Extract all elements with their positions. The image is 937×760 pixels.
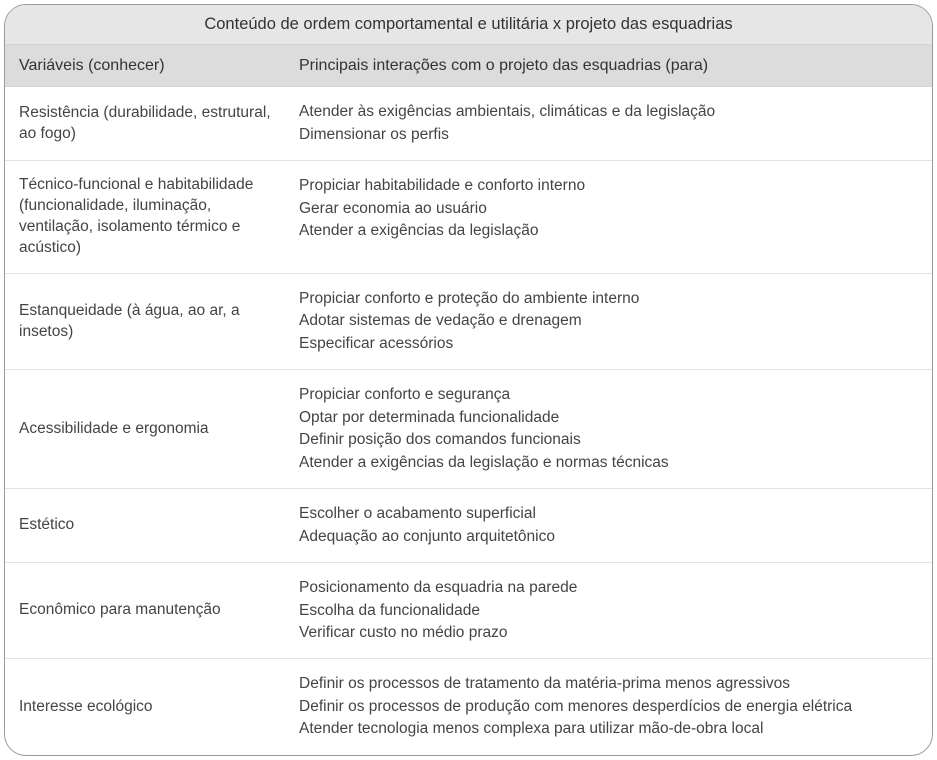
variable-cell: Econômico para manutenção [5, 563, 285, 658]
interaction-line: Adequação ao conjunto arquitetônico [299, 526, 918, 548]
interactions-cell: Atender às exigências ambientais, climát… [285, 87, 932, 160]
interaction-line: Verificar custo no médio prazo [299, 622, 918, 644]
interactions-cell: Propiciar conforto e proteção do ambient… [285, 274, 932, 369]
interactions-cell: Posicionamento da esquadria na paredeEsc… [285, 563, 932, 658]
interaction-line: Definir posição dos comandos funcionais [299, 429, 918, 451]
interaction-line: Optar por determinada funcionalidade [299, 407, 918, 429]
interaction-line: Atender tecnologia menos complexa para u… [299, 718, 918, 740]
interaction-line: Definir os processos de produção com men… [299, 696, 918, 718]
interaction-line: Posicionamento da esquadria na parede [299, 577, 918, 599]
table-row: EstéticoEscolher o acabamento superficia… [5, 489, 932, 563]
interaction-line: Propiciar habitabilidade e conforto inte… [299, 175, 918, 197]
content-table: Conteúdo de ordem comportamental e utili… [4, 4, 933, 756]
interaction-line: Propiciar conforto e proteção do ambient… [299, 288, 918, 310]
table-title: Conteúdo de ordem comportamental e utili… [5, 5, 932, 45]
column-header-variables: Variáveis (conhecer) [5, 45, 285, 86]
variable-cell: Técnico-funcional e habitabilidade (func… [5, 161, 285, 273]
interaction-line: Gerar economia ao usuário [299, 198, 918, 220]
interaction-line: Atender a exigências da legislação [299, 220, 918, 242]
table-row: Acessibilidade e ergonomiaPropiciar conf… [5, 370, 932, 489]
variable-cell: Estético [5, 489, 285, 562]
column-header-interactions: Principais interações com o projeto das … [285, 45, 932, 86]
variable-cell: Acessibilidade e ergonomia [5, 370, 285, 488]
interaction-line: Escolher o acabamento superficial [299, 503, 918, 525]
table-row: Econômico para manutençãoPosicionamento … [5, 563, 932, 659]
interaction-line: Escolha da funcionalidade [299, 600, 918, 622]
table-row: Resistência (durabilidade, estrutural, a… [5, 87, 932, 161]
table-row: Estanqueidade (à água, ao ar, a insetos)… [5, 274, 932, 370]
interaction-line: Atender a exigências da legislação e nor… [299, 452, 918, 474]
interactions-cell: Escolher o acabamento superficialAdequaç… [285, 489, 932, 562]
interactions-cell: Definir os processos de tratamento da ma… [285, 659, 932, 754]
variable-cell: Estanqueidade (à água, ao ar, a insetos) [5, 274, 285, 369]
interactions-cell: Propiciar conforto e segurançaOptar por … [285, 370, 932, 488]
table-row: Técnico-funcional e habitabilidade (func… [5, 161, 932, 274]
variable-cell: Resistência (durabilidade, estrutural, a… [5, 87, 285, 160]
interaction-line: Adotar sistemas de vedação e drenagem [299, 310, 918, 332]
table-body: Resistência (durabilidade, estrutural, a… [5, 87, 932, 755]
interaction-line: Atender às exigências ambientais, climát… [299, 101, 918, 123]
interaction-line: Definir os processos de tratamento da ma… [299, 673, 918, 695]
variable-cell: Interesse ecológico [5, 659, 285, 754]
table-row: Interesse ecológico Definir os processos … [5, 659, 932, 754]
interaction-line: Dimensionar os perfis [299, 124, 918, 146]
interaction-line: Propiciar conforto e segurança [299, 384, 918, 406]
interaction-line: Especificar acessórios [299, 333, 918, 355]
table-header-row: Variáveis (conhecer) Principais interaçõ… [5, 45, 932, 87]
interactions-cell: Propiciar habitabilidade e conforto inte… [285, 161, 932, 273]
